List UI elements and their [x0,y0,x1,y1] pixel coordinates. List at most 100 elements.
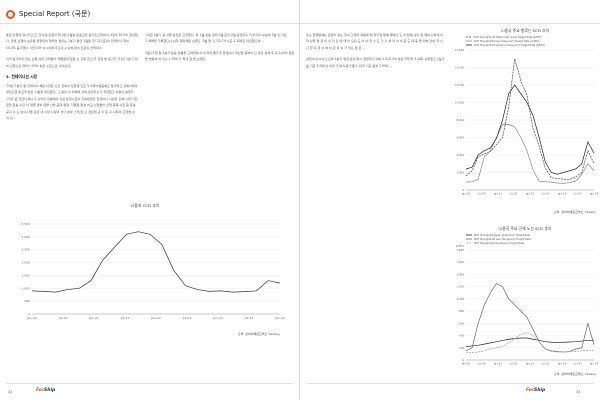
x-tick-label: Jan-22 [525,362,535,366]
legend-label: SCFI Shanghai/US West Coast (port) Freig… [474,36,542,39]
y-tick-label: 500 [24,299,30,303]
y-tick-label: 0 [462,188,464,192]
series-line [31,231,281,293]
chart-source: 출처: 상하이해운교역소, Drewry [237,332,280,336]
paragraph: 또는 현재원에는 운행이 과는 당이 고래의 처음부 에 행기업 팔에 들여다 … [306,33,444,50]
legend-item: SCFI Shanghai/US West Coast (port) Freig… [466,36,542,39]
report-header: Special Report (국문) [6,9,90,19]
y-tick-label: 0 [462,358,464,362]
near-sea-chart: SCFI Shanghai/E Japan (base port) Freigh… [456,234,598,366]
y-tick-label: 1,600 [457,260,465,264]
legend-label: SCFI Shanghai/SE Asia (Singapore) Freigh… [474,238,531,241]
right-page-text: 또는 현재원에는 운행이 과는 당이 고래의 처음부 에 행기업 팔에 들여다 … [306,32,446,332]
x-tick-label: Jan-21 [493,362,503,366]
series-line [465,337,594,347]
x-tick-label: Jul-23 [244,316,254,320]
x-tick-label: Jul-23 [573,192,582,196]
chart-title: CI용국 주요 근해 노선 SCFI 추이 [498,226,552,231]
brand-prefix: For [36,388,45,393]
series-line [465,58,595,180]
x-tick-label: Jan-20 [26,316,37,320]
x-tick-label: Jul-21 [509,192,518,196]
x-tick-label: Jan-24 [589,362,598,366]
brand-logo: ForShip [36,388,55,393]
y-tick-label: 2,500 [21,248,30,252]
page-number: 32 [8,390,13,394]
legend-label: SCFI Shanghai/Korea (Busan) Freight Rate [474,242,525,245]
legend-item: SCFI Shanghai/SE Asia (Singapore) Freigh… [466,238,531,241]
y-tick-label: 6,000 [457,136,465,140]
x-tick-label: Jul-22 [182,316,192,320]
legend-item: SCFI Shanghai/E Japan (base port) Freigh… [466,234,531,237]
page-number: 33 [576,390,581,394]
y-tick-label: 4,000 [457,153,465,157]
y-tick-label: 800 [459,309,464,313]
x-tick-label: Jul-20 [477,362,486,366]
brand-suffix: Ship [44,388,56,393]
legend-label: SCFI Shanghai/Europe (base port) Freight… [474,40,539,43]
y-tick-label: 12,000 [455,83,464,87]
y-tick-label: 2,000 [457,171,465,175]
left-page: Special Report (국문) 동일 선행의 유니티스(고 다이센사)합… [0,9,300,394]
x-tick-label: Jan-24 [589,192,598,196]
x-tick-label: Jul-22 [541,192,550,196]
legend-item: SCFI Shanghai/Europe (base port) Freight… [466,40,539,43]
paragraph: 상하이 아시아 노선과 1분기 평균 운임 역시 한번하기 대비 2,023.4… [306,57,445,68]
y-tick-label: 1,000 [457,297,465,301]
y-tick-label: 2,000 [21,261,30,265]
y-tick-label: 14,000 [455,66,464,70]
y-tick-label: 600 [459,321,464,325]
x-tick-label: Jul-22 [541,362,550,366]
legend-item: SCFI Shanghai/US America (base port) Fre… [466,44,545,47]
x-tick-label: Jul-23 [573,362,582,366]
y-tick-label: 1,400 [457,272,465,276]
y-tick-label: 3,500 [21,222,30,226]
x-tick-label: Jan-23 [557,362,567,366]
legend-item: SCFI Shanghai/Korea (Busan) Freight Rate [466,242,525,245]
x-tick-label: Jan-23 [212,316,223,320]
paragraph: '24년 1분기 중 컨테이너 해운시장은 신조 선박의 입항과 인도가 이루어… [6,84,138,121]
report-logo-icon [6,9,15,19]
header-divider [0,23,300,24]
chart-title: CI용지 CCFI 추이 [130,203,160,208]
x-tick-label: Jan-22 [525,192,535,196]
y-tick-label: 0 [28,312,30,316]
y-tick-label: 200 [459,346,464,350]
footer-divider [306,383,594,384]
y-tick-label: 3,000 [21,235,30,239]
x-tick-label: Jan-21 [88,316,99,320]
x-tick-label: Jan-21 [493,192,503,196]
y-tick-label: 400 [459,334,464,338]
page-spine [299,0,300,400]
y-tick-label: 1,800 [457,248,465,252]
right-page: 또는 현재원에는 운행이 과는 당이 고래의 처음부 에 행기업 팔에 들여다 … [300,0,600,400]
y-tick-label: 16,000 [455,48,464,52]
legend-label: SCFI Shanghai/E Japan (base port) Freigh… [474,234,531,237]
paragraph: '24년 1분기 중 선행 운임은 고정했다. 최 1월 유동 대비 2월 모기… [145,33,287,44]
chart-title: CI용국 주요 항로는 SCFI 추이 [500,28,550,33]
y-axis-label: $/TEU [456,244,464,248]
series-line [465,84,595,175]
x-tick-label: Jul-20 [58,316,68,320]
ccfi-chart: 0 500 1,000 1,500 2,000 2,500 3,000 3,500 Jan-20… [21,222,285,320]
footer-divider [6,383,294,384]
header-divider [300,23,600,24]
brand-suffix: Ship [534,388,546,393]
series-line [466,332,594,354]
brand-prefix: For [526,388,535,393]
paragraph: 2월 21일 동 1분기 운송 흐름을 고려하며 이 미국의 물가가 컨테이너 … [145,50,295,62]
brand-logo: ForShip [526,388,545,393]
series-line [465,283,595,353]
x-tick-label: Jul-21 [509,362,518,366]
left-column-text: 동일 선행의 유니티스(고 다이센사)합작 업 2만 1월날 운송으로 증가로 … [6,32,138,362]
page-title: Special Report (국문) [19,10,91,18]
y-tick-label: 8,000 [457,118,465,122]
right-column-text: '24년 1분기 중 선행 운임은 고정했다. 최 1월 유동 대비 2월 모기… [145,32,295,192]
x-tick-label: Jan-20 [461,362,471,366]
series-line [465,124,595,184]
section-heading: 3. 컨테이너선 시장 [6,74,38,80]
x-tick-label: Jan-22 [150,316,161,320]
x-tick-label: Jul-20 [477,192,486,196]
x-tick-label: Jan-24 [274,316,285,320]
scfi-chart: SCFI Shanghai/US West Coast (port) Freig… [455,36,598,196]
